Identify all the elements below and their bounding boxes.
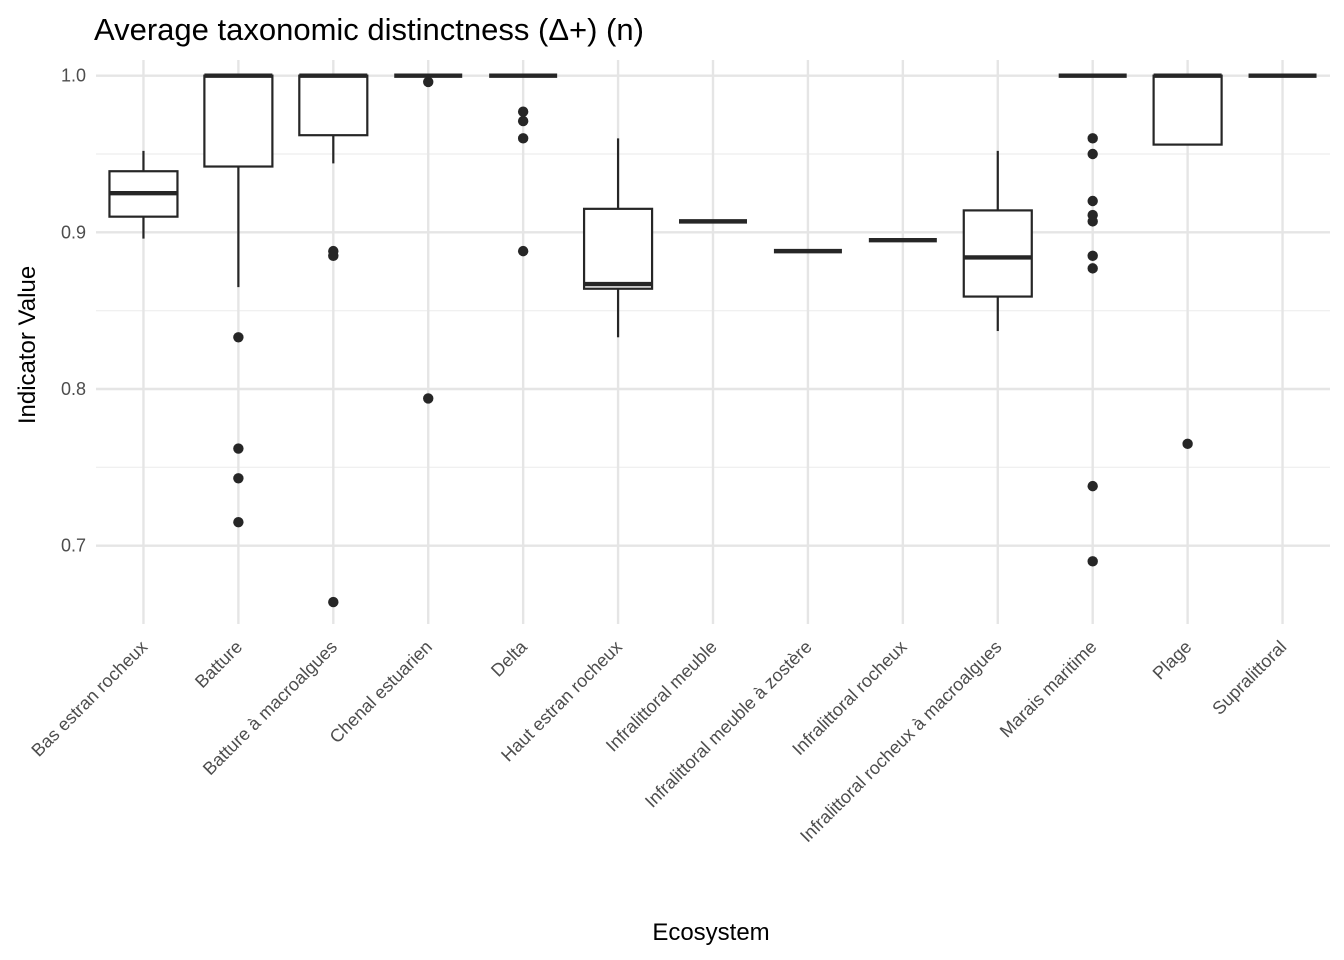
outlier-point — [517, 245, 529, 257]
outlier-point — [1087, 148, 1098, 160]
box-iqr — [203, 74, 274, 168]
x-tick-label: Chenal estuarien — [326, 637, 436, 747]
outlier-point — [233, 332, 244, 343]
outlier-point — [517, 115, 529, 127]
outlier-point — [233, 443, 244, 454]
outlier-point — [1182, 438, 1193, 450]
outlier-point — [328, 250, 339, 262]
box-group — [1152, 73, 1223, 450]
outlier-point — [423, 76, 434, 88]
x-tick-label: Marais maritime — [996, 637, 1101, 742]
outlier-point — [517, 106, 529, 117]
outlier-point — [233, 516, 244, 528]
box-group — [203, 73, 274, 528]
y-axis-ticks: 0.7 0.8 0.9 1.0 — [61, 66, 86, 556]
outlier-point — [1087, 195, 1098, 207]
box-group — [582, 138, 654, 338]
x-tick-label: Delta — [487, 636, 532, 681]
outlier-point — [1087, 133, 1098, 144]
y-axis-title: Indicator Value — [14, 266, 41, 424]
x-axis-title: Ecosystem — [652, 919, 769, 946]
x-tick-label: Infralittoral rocheux à macroalgues — [796, 637, 1005, 846]
box-group — [394, 73, 463, 404]
outlier-point — [1087, 263, 1098, 274]
box-iqr — [582, 207, 654, 290]
outlier-point — [1087, 250, 1098, 262]
x-tick-label: Bas estran rocheux — [27, 637, 151, 761]
box-group — [108, 150, 179, 239]
x-tick-label: Plage — [1149, 637, 1196, 684]
outlier-point — [1087, 556, 1098, 567]
outlier-point — [233, 473, 244, 484]
box-group — [1058, 73, 1127, 567]
chart-title: Average taxonomic distinctness (Δ+) (n) — [94, 12, 644, 47]
grid — [96, 60, 1330, 624]
box-group — [298, 73, 369, 608]
outlier-point — [1087, 216, 1098, 227]
box-iqr — [962, 209, 1033, 298]
y-tick-label: 1.0 — [61, 66, 86, 86]
box-iqr — [298, 74, 369, 137]
x-tick-label: Batture — [191, 637, 246, 692]
y-tick-label: 0.9 — [61, 222, 86, 242]
outlier-point — [328, 596, 339, 608]
y-tick-label: 0.8 — [61, 379, 86, 399]
box-group — [489, 73, 558, 257]
box-iqr — [1152, 74, 1223, 146]
outlier-point — [1087, 480, 1098, 492]
boxes — [108, 73, 1317, 608]
x-tick-label: Infralittoral meuble à zostère — [641, 637, 816, 812]
box-group — [962, 150, 1033, 332]
outlier-point — [423, 393, 434, 404]
y-tick-label: 0.7 — [61, 536, 86, 556]
outlier-point — [517, 133, 529, 144]
x-tick-label: Supralittoral — [1208, 637, 1290, 719]
